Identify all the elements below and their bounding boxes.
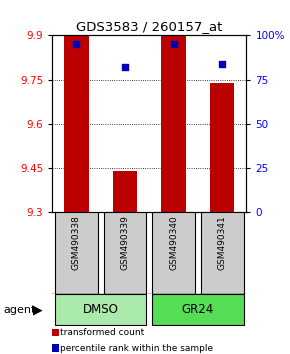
Point xyxy=(74,41,79,47)
Point xyxy=(123,64,127,70)
Bar xyxy=(152,295,244,325)
Text: GSM490340: GSM490340 xyxy=(169,215,178,270)
Text: GSM490339: GSM490339 xyxy=(121,215,130,270)
Text: DMSO: DMSO xyxy=(83,303,119,316)
Text: percentile rank within the sample: percentile rank within the sample xyxy=(60,344,213,353)
Bar xyxy=(55,212,98,294)
Text: GSM490338: GSM490338 xyxy=(72,215,81,270)
Bar xyxy=(64,35,89,212)
Bar xyxy=(104,212,146,294)
Bar xyxy=(162,35,186,212)
Point xyxy=(171,41,176,47)
Bar xyxy=(152,212,195,294)
Bar xyxy=(201,212,244,294)
Bar xyxy=(210,82,234,212)
Bar xyxy=(113,171,137,212)
Title: GDS3583 / 260157_at: GDS3583 / 260157_at xyxy=(76,20,222,33)
Bar xyxy=(55,295,146,325)
Point xyxy=(220,61,224,67)
Text: GSM490341: GSM490341 xyxy=(218,215,227,270)
Text: GR24: GR24 xyxy=(182,303,214,316)
Text: transformed count: transformed count xyxy=(60,328,144,337)
Text: ▶: ▶ xyxy=(33,303,43,316)
Text: agent: agent xyxy=(3,305,35,315)
